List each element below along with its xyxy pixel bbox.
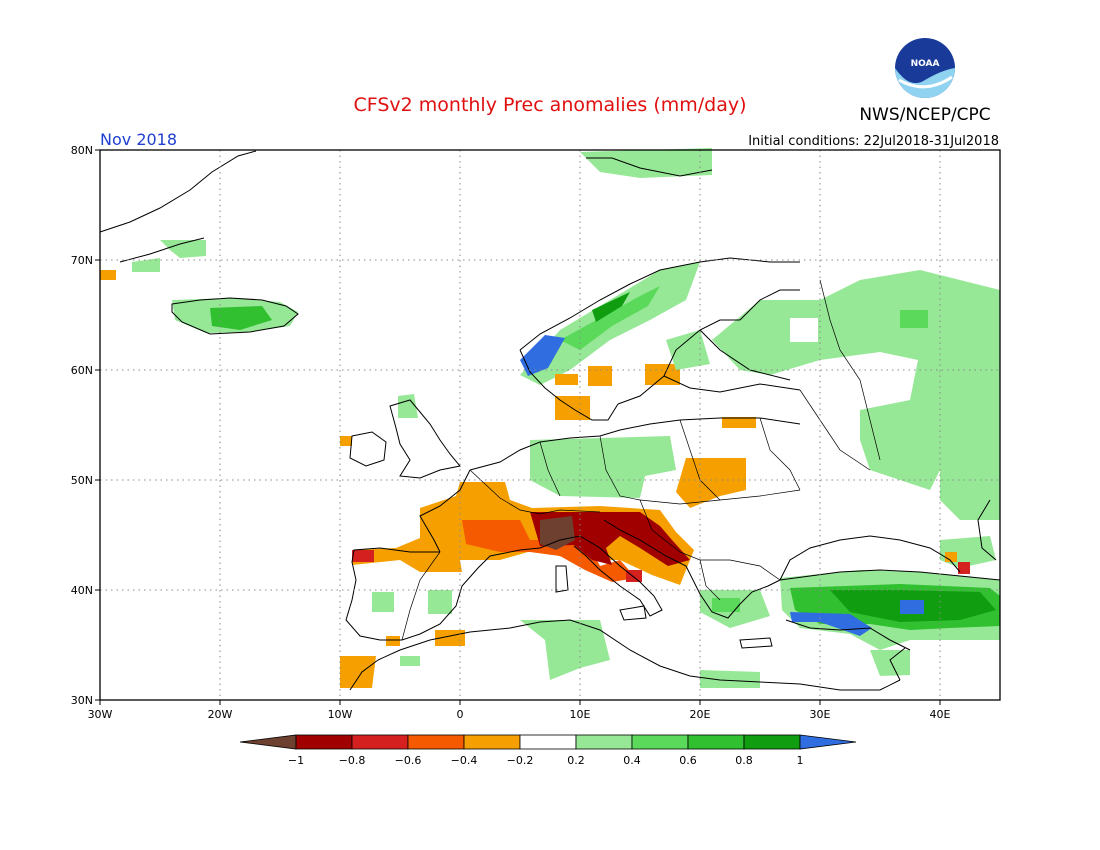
x-tick-label: 40E [930,708,951,721]
colorbar-swatch [631,734,689,750]
colorbar-label: 0.8 [735,754,753,767]
noaa-logo: NOAA [895,38,955,98]
coast-caspian [977,499,997,561]
initial-conditions-label: Initial conditions: 22Jul2018-31Jul2018 [748,134,999,149]
colorbar-label: −0.8 [339,754,366,767]
colorbar-label: −0.6 [395,754,422,767]
colorbar-label: −0.2 [507,754,534,767]
coast-italy [539,535,663,617]
y-tick-label: 80N [71,144,93,157]
colorbar-label: 1 [797,754,804,767]
coast-black-sea [779,535,961,581]
coast-britain [389,399,461,479]
anomaly-scand-orange-1 [555,374,578,385]
coastlines [99,150,1001,691]
anomaly-svalbard [580,148,712,178]
coast-greenland [99,150,257,233]
y-tick-label: 40N [71,584,93,597]
x-tick-label: 20E [690,708,711,721]
colorbar: −1 −0.8 −0.6 −0.4 −0.2 0.2 0.4 0.6 0.8 1 [239,734,857,767]
coast-balkans [691,577,781,619]
colorbar-label: −1 [288,754,304,767]
colorbar-swatch [295,734,353,750]
colorbar-swatch [239,734,297,750]
x-tick-label: 10E [570,708,591,721]
anomaly-greenland [160,240,206,258]
anomaly-east-orange [676,458,746,508]
anomaly-central-europe [530,436,676,498]
coast-ireland [349,431,387,467]
anomaly-france-red [462,520,636,582]
coast-svalbard [586,157,713,177]
logo-text: NOAA [911,59,940,69]
anomaly-alps-brown [540,516,575,550]
grid-lines [100,150,1000,700]
x-tick-label: 30W [88,708,113,721]
x-tick-label: 30E [810,708,831,721]
colorbar-label: 0.6 [679,754,697,767]
anomaly-turkey-blue [790,612,872,636]
colorbar-swatch [743,734,801,750]
colorbar-swatch [799,734,857,750]
colorbar-swatch [463,734,521,750]
anomaly-fields [100,148,1000,688]
coast-continent [469,417,801,471]
axis-ticks: 30W 20W 10W 0 10E 20E 30E 40E 80N 70N 60N 50N 40N 30N [71,144,951,721]
coast-iceland [171,297,299,335]
colorbar-swatch [687,734,745,750]
y-tick-label: 60N [71,364,93,377]
colorbar-swatch [519,734,577,750]
colorbar-label: −0.4 [451,754,478,767]
colorbar-swatch [407,734,465,750]
y-tick-label: 30N [71,694,93,707]
x-tick-label: 20W [208,708,233,721]
colorbar-label: 0.4 [623,754,641,767]
map-title: CFSv2 monthly Prec anomalies (mm/day) [353,94,746,116]
map-frame [99,149,1001,701]
x-tick-label: 0 [457,708,464,721]
colorbar-label: 0.2 [567,754,585,767]
colorbar-swatch [575,734,633,750]
coast-north-africa [349,619,901,691]
month-label: Nov 2018 [100,130,177,149]
colorbar-swatch [351,734,409,750]
agency-label: NWS/NCEP/CPC [859,105,990,125]
y-tick-label: 50N [71,474,93,487]
map-panel: 30W 20W 10W 0 10E 20E 30E 40E 80N 70N 60N 50N 40N 30N [71,144,1001,721]
y-tick-label: 70N [71,254,93,267]
anomaly-norway-blue [520,335,565,376]
x-tick-label: 10W [328,708,353,721]
